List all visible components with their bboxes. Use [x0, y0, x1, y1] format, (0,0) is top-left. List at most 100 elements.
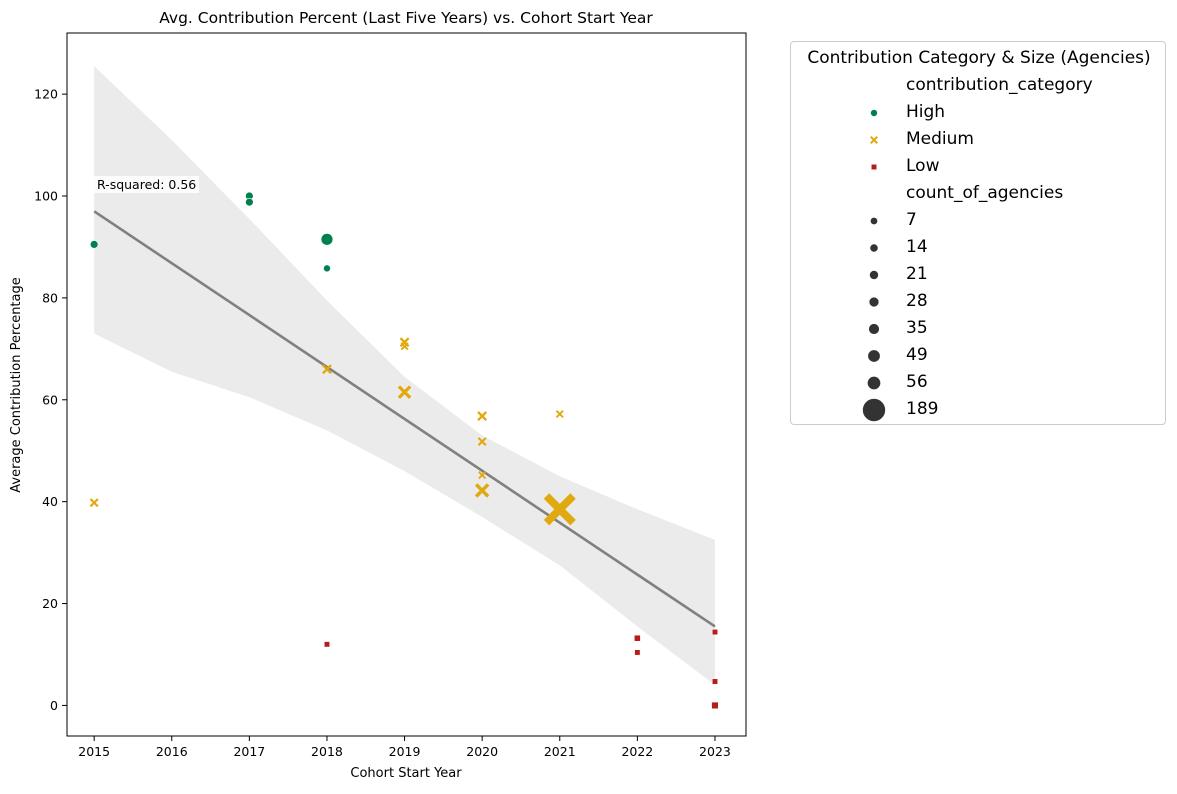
legend-marker — [869, 270, 879, 280]
legend-label: High — [906, 102, 946, 122]
legend: Contribution Category & Size (Agencies) … — [790, 41, 1166, 425]
x-marker-stroke — [89, 498, 99, 508]
x-axis-ticks: 2015 2016 2017 2018 2019 2020 2021 2022 2023 — [78, 736, 731, 759]
x-marker-stroke — [474, 483, 490, 498]
x-marker-stroke — [869, 135, 879, 145]
legend-marker-medium — [869, 135, 879, 145]
legend-size-item: 21 — [791, 263, 1161, 287]
y-tick-label: 0 — [50, 698, 58, 713]
data-point-medium — [474, 483, 490, 498]
y-tick-label: 40 — [42, 494, 58, 509]
data-point-low — [711, 701, 719, 710]
legend-marker — [871, 164, 877, 170]
data-point-low — [634, 634, 641, 642]
legend-label: contribution_category — [906, 75, 1093, 95]
legend-size-marker — [867, 349, 881, 363]
x-marker-stroke — [400, 342, 409, 351]
x-tick-label: 2019 — [389, 744, 421, 759]
x-axis-label: Cohort Start Year — [350, 766, 462, 781]
y-tick-label: 20 — [42, 596, 58, 611]
plot-frame — [66, 32, 747, 737]
y-axis-ticks: 0 20 40 60 80 100 120 — [34, 87, 67, 713]
data-point-high — [323, 264, 331, 273]
data-point-high — [89, 240, 99, 249]
x-tick-label: 2018 — [311, 744, 343, 759]
r-squared-annotation: R-squared: 0.56 — [94, 176, 200, 193]
legend-size-marker — [870, 217, 878, 225]
legend-marker — [869, 135, 879, 145]
x-tick-label: 2020 — [466, 744, 498, 759]
data-markers — [89, 191, 719, 710]
y-tick-label: 100 — [34, 189, 58, 204]
legend-size-item: 35 — [791, 317, 1161, 341]
data-point-high — [245, 197, 254, 207]
x-tick-label: 2021 — [544, 744, 576, 759]
x-marker-stroke — [477, 411, 488, 422]
legend-marker — [870, 109, 878, 117]
x-marker-stroke — [555, 410, 564, 419]
x-marker-stroke — [478, 471, 487, 480]
legend-size-marker — [868, 323, 880, 335]
x-marker-stroke — [397, 385, 412, 399]
data-point-low — [711, 629, 718, 636]
legend-size-item: 28 — [791, 290, 1161, 314]
legend-marker — [868, 296, 880, 308]
data-point-medium — [400, 342, 409, 351]
legend-label: 49 — [906, 345, 928, 365]
legend-size-item: 49 — [791, 344, 1161, 368]
y-tick-label: 80 — [42, 290, 58, 305]
data-point-high — [320, 233, 334, 246]
data-point-medium — [477, 411, 488, 422]
confidence-band-layer — [94, 66, 715, 686]
x-marker-stroke — [322, 364, 332, 375]
legend-title: Contribution Category & Size (Agencies) — [807, 48, 1151, 68]
data-point-medium — [478, 471, 487, 480]
y-tick-label: 60 — [42, 392, 58, 407]
legend-item-low: Low — [791, 155, 1161, 179]
regression-line-layer — [93, 210, 716, 628]
legend-size-item: 189 — [791, 398, 1161, 422]
data-point-medium — [399, 337, 410, 348]
x-tick-label: 2022 — [621, 744, 653, 759]
legend-label: Low — [906, 156, 940, 176]
data-point-low — [323, 641, 330, 648]
legend-size-marker — [862, 398, 886, 422]
legend-size-marker — [867, 376, 881, 390]
legend-marker-high — [870, 109, 878, 117]
data-point-medium — [543, 493, 576, 526]
legend-label: 14 — [906, 237, 928, 257]
legend-item-high: High — [791, 101, 1161, 125]
legend-label: 56 — [906, 372, 928, 392]
legend-size-marker — [868, 296, 880, 308]
x-marker-stroke — [399, 337, 410, 348]
data-point-medium — [322, 364, 332, 375]
legend-label: count_of_agencies — [906, 183, 1064, 203]
legend-marker — [869, 243, 879, 253]
legend-label: Medium — [906, 129, 974, 149]
x-tick-label: 2016 — [156, 744, 188, 759]
x-tick-label: 2023 — [699, 744, 731, 759]
legend-label: 7 — [906, 210, 917, 230]
y-tick-label: 120 — [34, 87, 58, 102]
legend-item-medium: Medium — [791, 128, 1161, 152]
data-point-medium — [397, 385, 412, 399]
legend-label: 28 — [906, 291, 928, 311]
legend-size-heading: count_of_agencies — [791, 182, 1161, 206]
chart-title: Avg. Contribution Percent (Last Five Yea… — [159, 9, 653, 27]
data-point-medium — [555, 410, 564, 419]
data-point-medium — [477, 437, 487, 447]
x-marker-stroke — [543, 493, 576, 526]
legend-size-item: 14 — [791, 236, 1161, 260]
legend-marker — [862, 398, 886, 422]
legend-label: 35 — [906, 318, 928, 338]
legend-label: 189 — [906, 399, 939, 419]
legend-hue-heading: contribution_category — [791, 74, 1161, 98]
legend-size-marker — [869, 270, 879, 280]
x-marker-stroke — [477, 437, 487, 447]
regression-line — [93, 210, 716, 628]
legend-marker — [868, 323, 880, 335]
legend-marker — [870, 217, 878, 225]
data-point-low — [711, 678, 718, 685]
